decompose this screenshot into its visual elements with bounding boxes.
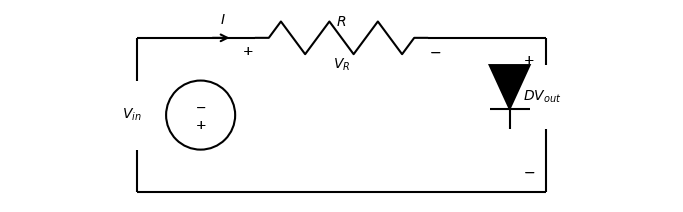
Text: $-$: $-$ xyxy=(429,45,441,59)
Text: $V_{in}$: $V_{in}$ xyxy=(122,107,141,123)
Text: $+$: $+$ xyxy=(195,120,206,132)
Text: $I$: $I$ xyxy=(221,13,226,27)
Text: $-$: $-$ xyxy=(523,165,535,179)
Text: $-$: $-$ xyxy=(195,101,206,114)
Text: $R$: $R$ xyxy=(336,15,347,29)
Text: $+$: $+$ xyxy=(523,54,535,67)
Text: $V_R$: $V_R$ xyxy=(333,57,350,73)
Text: $-$: $-$ xyxy=(429,45,441,59)
Text: $+$: $+$ xyxy=(195,120,206,132)
Polygon shape xyxy=(490,65,529,109)
Text: $+$: $+$ xyxy=(242,45,253,58)
Text: $DV_{out}$: $DV_{out}$ xyxy=(523,89,561,105)
Text: $-$: $-$ xyxy=(195,101,206,114)
Text: $-$: $-$ xyxy=(523,165,535,179)
Text: $+$: $+$ xyxy=(242,45,253,58)
Text: $+$: $+$ xyxy=(523,54,535,67)
